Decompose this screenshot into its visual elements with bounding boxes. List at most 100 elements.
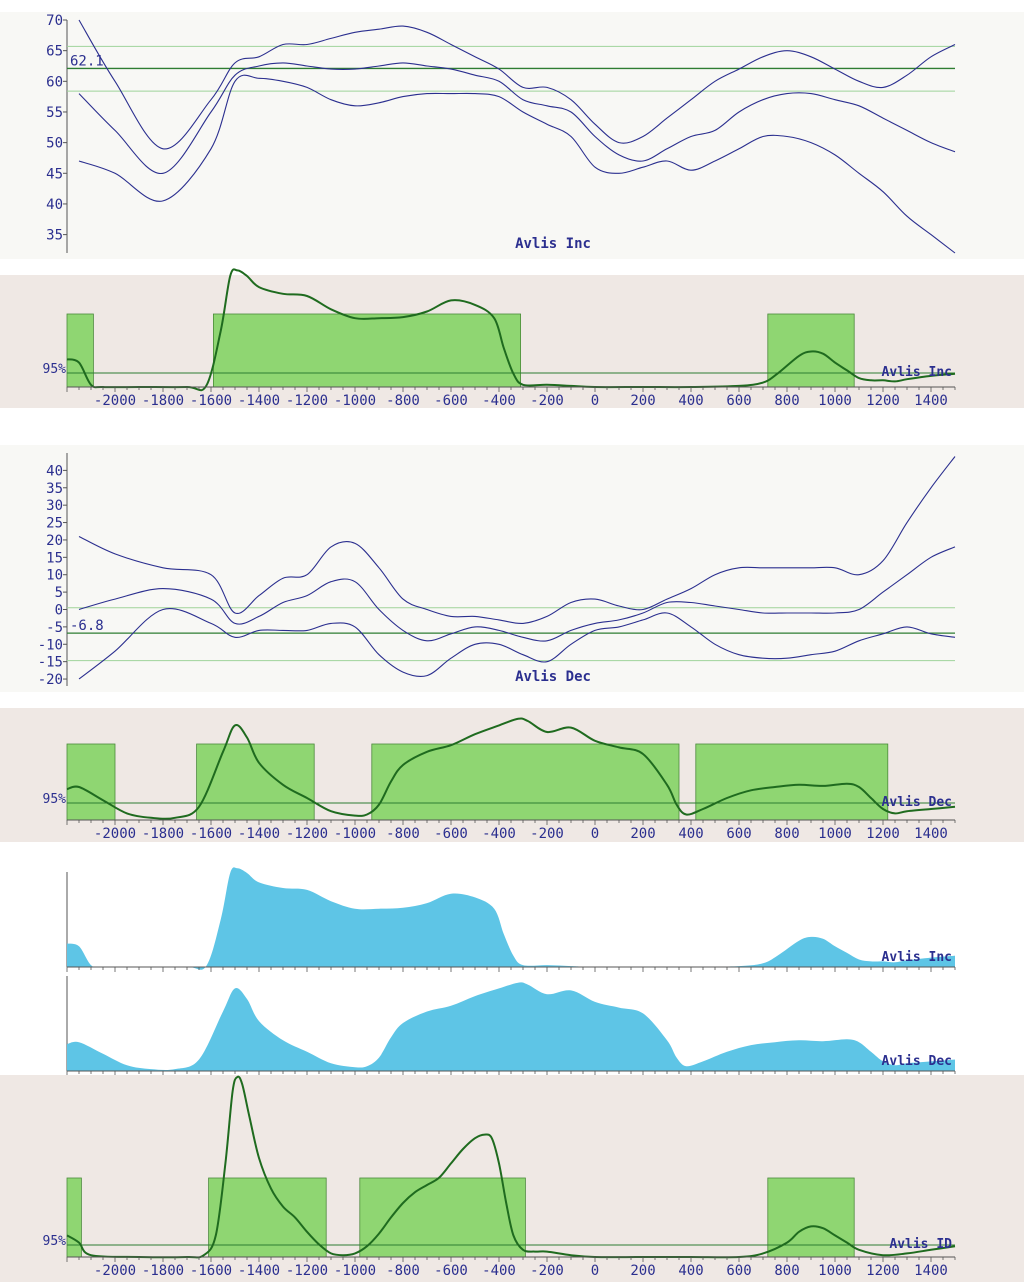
range-box <box>695 743 889 821</box>
x-tick-label: -800 <box>386 1263 420 1279</box>
x-tick-label: -800 <box>386 393 420 409</box>
x-tick-label: -2000 <box>94 1263 136 1279</box>
inc_blue-panel: Avlis Inc <box>66 867 956 972</box>
x-tick-label: -1600 <box>190 826 232 842</box>
y-tick-label: -5 <box>46 620 63 636</box>
x-tick-label: -600 <box>434 1263 468 1279</box>
y-tick-label: 45 <box>46 166 63 182</box>
y-tick-label: 55 <box>46 105 63 121</box>
dec_blue-panel: Avlis Dec <box>66 976 956 1076</box>
y-tick-label: 30 <box>46 498 63 514</box>
y-tick-label: 35 <box>46 228 63 244</box>
density-curve <box>66 717 956 820</box>
dec_dist-panel: 95% Avlis Dec-2000 -1800 -1600 -1400 -1200 -10… <box>0 708 1024 842</box>
level-label: 95% <box>43 362 67 377</box>
range-box <box>66 313 94 388</box>
x-tick-label: -1200 <box>286 826 328 842</box>
x-tick-label: -1200 <box>286 1263 328 1279</box>
mean-label: 62.1 <box>70 53 104 69</box>
distribution-title: Avlis Inc <box>882 950 952 965</box>
range-box <box>359 1177 526 1258</box>
density-area <box>67 867 955 970</box>
x-tick-label: -1800 <box>142 393 184 409</box>
x-tick-label: 0 <box>591 826 599 842</box>
series-curve-1 <box>78 456 956 625</box>
x-tick-label: 600 <box>726 826 751 842</box>
level-label: 95% <box>43 1234 67 1249</box>
y-tick-label: 60 <box>46 74 63 90</box>
x-tick-label: 800 <box>774 393 799 409</box>
x-tick-label: -800 <box>386 826 420 842</box>
x-tick-label: 600 <box>726 393 751 409</box>
range-box <box>767 1177 855 1258</box>
x-tick-label: 200 <box>630 393 655 409</box>
x-axis <box>66 1070 956 1076</box>
y-tick-label: 10 <box>46 568 63 584</box>
range-box <box>371 743 680 821</box>
x-tick-label: 1000 <box>818 393 852 409</box>
y-tick-label: 70 <box>46 13 63 29</box>
x-tick-label: 1200 <box>866 826 900 842</box>
y-tick-label: -10 <box>38 637 63 653</box>
x-tick-label: 1200 <box>866 393 900 409</box>
x-tick-label: 600 <box>726 1263 751 1279</box>
x-tick-label: 800 <box>774 826 799 842</box>
x-tick-label: -2000 <box>94 826 136 842</box>
x-tick-label: -1400 <box>238 826 280 842</box>
x-tick-label: 0 <box>591 393 599 409</box>
range-box <box>208 1177 327 1258</box>
x-tick-label: 1200 <box>866 1263 900 1279</box>
level-label: 95% <box>43 792 67 807</box>
y-tick-label: 15 <box>46 550 63 566</box>
x-tick-label: -2000 <box>94 393 136 409</box>
x-tick-label: 0 <box>591 1263 599 1279</box>
distribution-title: Avlis Dec <box>882 1054 952 1069</box>
x-tick-label: -1000 <box>334 826 376 842</box>
y-tick-label: 65 <box>46 44 63 60</box>
x-tick-label: -400 <box>482 1263 516 1279</box>
range-box <box>212 313 522 388</box>
distribution-title: Avlis Dec <box>882 795 952 810</box>
series-curve-2 <box>78 62 956 174</box>
y-tick-label: 35 <box>46 481 63 497</box>
plot-background <box>0 445 1024 692</box>
y-tick-label: -20 <box>38 672 63 688</box>
x-tick-label: 800 <box>774 1263 799 1279</box>
x-tick-label: 400 <box>678 826 703 842</box>
inc_dist-panel: 95% Avlis Inc-2000 -1800 -1600 -1400 -1200 -10… <box>0 268 1024 409</box>
x-tick-label: 200 <box>630 826 655 842</box>
density-curve <box>66 1075 956 1259</box>
y-tick-label: 50 <box>46 136 63 152</box>
y-tick-label: -15 <box>38 655 63 671</box>
x-tick-label: -200 <box>530 826 564 842</box>
y-tick-label: 40 <box>46 463 63 479</box>
x-tick-label: 1000 <box>818 826 852 842</box>
density-curve <box>66 268 956 392</box>
x-tick-label: -1400 <box>238 393 280 409</box>
x-tick-label: -1800 <box>142 826 184 842</box>
series-curve-1 <box>78 19 956 150</box>
x-tick-label: -400 <box>482 393 516 409</box>
x-tick-label: -200 <box>530 393 564 409</box>
series-curve-3 <box>78 74 956 254</box>
x-tick-label: -600 <box>434 393 468 409</box>
x-tick-label: 1000 <box>818 1263 852 1279</box>
x-tick-label: -1400 <box>238 1263 280 1279</box>
y-tick-label: 40 <box>46 197 63 213</box>
id_dist-panel: 95% Avlis ID-2000 -1800 -1600 -1400 -1200 -100… <box>0 1075 1024 1282</box>
x-tick-label: -400 <box>482 826 516 842</box>
distribution-title: Avlis Inc <box>882 365 952 380</box>
range-box <box>66 743 116 821</box>
inc_curve-panel: 35 40 45 50 55 60 65 70 62.1 Avlis Inc <box>0 12 1024 259</box>
density-area <box>67 982 955 1071</box>
x-tick-label: -1800 <box>142 1263 184 1279</box>
mean-label: -6.8 <box>70 618 104 634</box>
series-curve-2 <box>78 546 956 642</box>
x-axis <box>66 966 956 972</box>
chart-title: Avlis Inc <box>515 236 591 252</box>
x-tick-label: 200 <box>630 1263 655 1279</box>
x-tick-label: 1400 <box>914 393 948 409</box>
y-tick-label: 0 <box>55 602 63 618</box>
